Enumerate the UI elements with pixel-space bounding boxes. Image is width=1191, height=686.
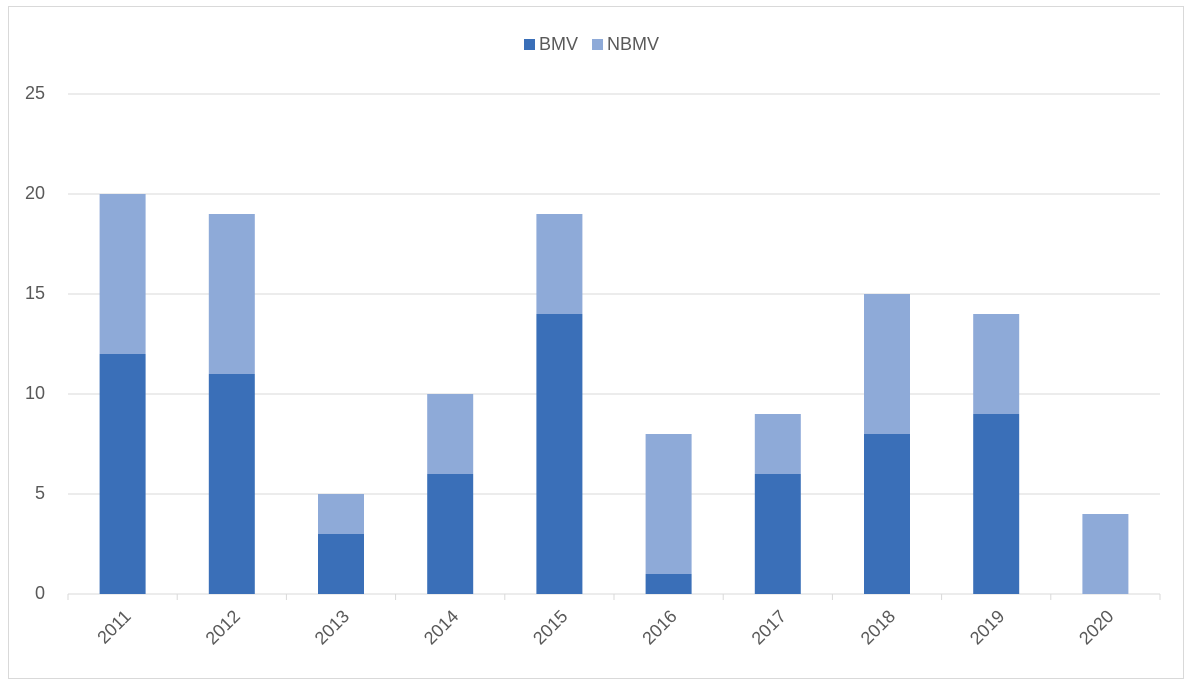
bar xyxy=(754,474,801,594)
bar xyxy=(973,414,1020,594)
legend-label: NBMV xyxy=(607,34,659,54)
bar xyxy=(427,474,474,594)
bar xyxy=(973,314,1020,414)
bar xyxy=(318,534,364,594)
bar xyxy=(208,374,255,594)
bar xyxy=(536,314,583,594)
bar xyxy=(754,414,801,474)
y-tick-label: 5 xyxy=(35,483,45,503)
bar xyxy=(1082,514,1129,594)
bar xyxy=(536,214,583,314)
y-tick-label: 25 xyxy=(25,83,45,103)
legend-label: BMV xyxy=(539,34,578,54)
bar xyxy=(645,574,692,594)
bar xyxy=(99,354,146,594)
y-tick-label: 10 xyxy=(25,383,45,403)
bar xyxy=(208,214,255,374)
y-tick-label: 20 xyxy=(25,183,45,203)
bar xyxy=(864,434,910,594)
legend-swatch xyxy=(524,39,535,50)
bar xyxy=(645,434,692,574)
legend-swatch xyxy=(592,39,604,50)
y-tick-label: 15 xyxy=(25,283,45,303)
bar xyxy=(99,194,146,354)
y-tick-label: 0 xyxy=(35,583,45,603)
bar xyxy=(318,494,364,534)
bar xyxy=(427,394,474,474)
bar xyxy=(864,294,910,434)
